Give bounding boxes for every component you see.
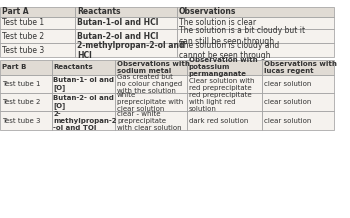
Text: Part B: Part B [2,64,26,70]
Text: red preprecipitate
with light red
solution: red preprecipitate with light red soluti… [189,92,251,112]
Text: Butan-1- ol and
[O]: Butan-1- ol and [O] [54,77,114,91]
Text: Butan-2-ol and HCl: Butan-2-ol and HCl [77,32,158,41]
FancyBboxPatch shape [52,60,115,75]
Text: Observations with
lucas regent: Observations with lucas regent [264,61,337,74]
Text: Observations: Observations [179,7,236,16]
Text: Reactants: Reactants [54,64,93,70]
Text: The solution is clear: The solution is clear [179,19,256,27]
FancyBboxPatch shape [187,75,262,93]
Text: Test tube 3: Test tube 3 [2,118,40,124]
FancyBboxPatch shape [75,43,177,57]
FancyBboxPatch shape [75,17,177,29]
Text: Test tube 3: Test tube 3 [2,46,44,55]
Text: clear - white
preprecipitate
with clear solution: clear - white preprecipitate with clear … [117,111,182,131]
Text: Test tube 1: Test tube 1 [2,19,44,27]
Text: clear solution: clear solution [264,118,311,124]
FancyBboxPatch shape [187,60,262,75]
FancyBboxPatch shape [177,29,334,43]
FancyBboxPatch shape [262,93,334,111]
FancyBboxPatch shape [0,43,75,57]
FancyBboxPatch shape [75,29,177,43]
FancyBboxPatch shape [262,60,334,75]
Text: 2-methylpropan-2-ol and
HCl: 2-methylpropan-2-ol and HCl [77,41,184,60]
FancyBboxPatch shape [75,7,177,17]
FancyBboxPatch shape [187,111,262,130]
FancyBboxPatch shape [0,17,75,29]
Text: Butan-2- ol and
[O]: Butan-2- ol and [O] [54,95,114,109]
Text: Observation with
potassium
permanganate: Observation with potassium permanganate [189,57,257,77]
Text: 2-
methylpropan-2
-ol and TOl: 2- methylpropan-2 -ol and TOl [54,111,117,131]
FancyBboxPatch shape [115,93,187,111]
Text: white
preprecipitate with
clear solution: white preprecipitate with clear solution [117,92,183,112]
FancyBboxPatch shape [0,93,52,111]
Text: dark red solution: dark red solution [189,118,248,124]
Text: Part A: Part A [2,7,28,16]
FancyBboxPatch shape [177,7,334,17]
Text: Test tube 1: Test tube 1 [2,81,40,87]
FancyBboxPatch shape [0,111,52,130]
Text: The solution is a bit cloudy but it
can still be seen through: The solution is a bit cloudy but it can … [179,26,305,46]
FancyBboxPatch shape [262,75,334,93]
FancyBboxPatch shape [0,29,75,43]
FancyBboxPatch shape [115,111,187,130]
Text: Butan-1-ol and HCl: Butan-1-ol and HCl [77,19,158,27]
FancyBboxPatch shape [177,43,334,57]
Text: Observations with
sodium metal: Observations with sodium metal [117,61,190,74]
FancyBboxPatch shape [52,111,115,130]
FancyBboxPatch shape [52,75,115,93]
FancyBboxPatch shape [0,60,52,75]
Text: Gas created but
no colour changed
with the solution: Gas created but no colour changed with t… [117,74,182,94]
FancyBboxPatch shape [187,93,262,111]
Text: Reactants: Reactants [77,7,120,16]
Text: Test tube 2: Test tube 2 [2,99,40,105]
FancyBboxPatch shape [115,75,187,93]
FancyBboxPatch shape [262,111,334,130]
FancyBboxPatch shape [52,93,115,111]
Text: clear solution: clear solution [264,99,311,105]
Text: Clear solution with
red preprecipitate: Clear solution with red preprecipitate [189,78,254,91]
Text: clear solution: clear solution [264,81,311,87]
Text: The solution is cloudy and
cannot be seen through: The solution is cloudy and cannot be see… [179,41,279,60]
FancyBboxPatch shape [0,75,52,93]
FancyBboxPatch shape [115,60,187,75]
FancyBboxPatch shape [0,7,75,17]
FancyBboxPatch shape [177,17,334,29]
Text: Test tube 2: Test tube 2 [2,32,44,41]
